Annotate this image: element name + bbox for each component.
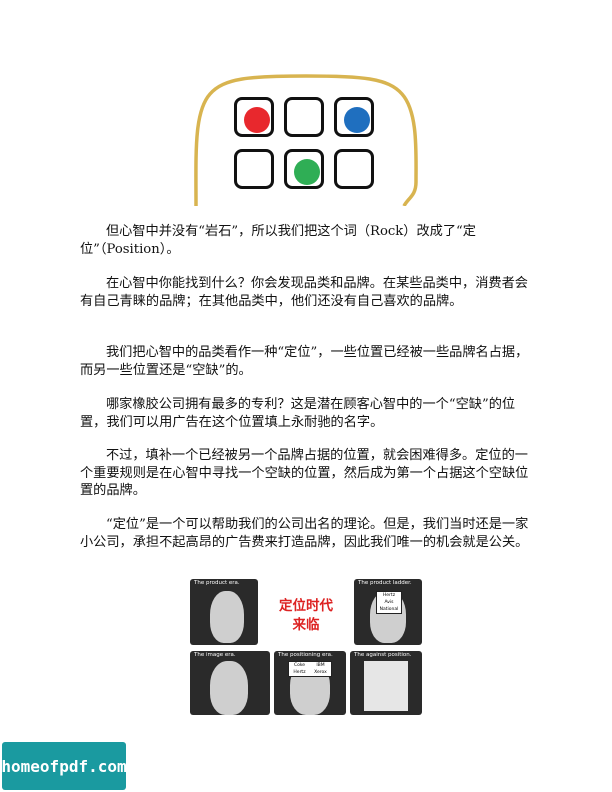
slot-green — [284, 149, 324, 189]
position-slots-grid — [232, 97, 382, 193]
ladder-box: Hertz Avis National — [376, 591, 402, 614]
green-dot — [294, 159, 320, 185]
head-image — [210, 591, 244, 643]
slot-red — [234, 97, 274, 137]
product-era-panel: The product era. — [190, 579, 258, 645]
slot-blue — [334, 97, 374, 137]
head-image — [210, 661, 248, 715]
product-ladder-panel: The product ladder. Hertz Avis National — [354, 579, 422, 645]
slot-empty — [284, 97, 324, 137]
ad-page-image — [364, 661, 408, 711]
slot-empty — [334, 149, 374, 189]
red-dot — [244, 107, 270, 133]
paragraph-1: 但心智中并没有“岩石”，所以我们把这个词（Rock）改成了“定位”（Positi… — [80, 224, 476, 257]
against-position-panel: The against position. — [350, 651, 422, 715]
paragraph-6: “定位”是一个可以帮助我们的公司出名的理论。但是，我们当时还是一家小公司，承担不… — [80, 517, 529, 550]
slot-empty — [234, 149, 274, 189]
positioning-era-collage: The product era. 定位时代 来临 The product lad… — [190, 579, 422, 715]
paragraph-4: 哪家橡胶公司拥有最多的专利？这是潜在顾客心智中的一个“空缺”的位置，我们可以用广… — [80, 397, 516, 430]
watermark-badge: homeofpdf.com — [1, 742, 127, 790]
paragraph-2: 在心智中你能找到什么？你会发现品类和品牌。在某些品类中，消费者会有自己青睐的品牌… — [80, 276, 528, 309]
positioning-era-panel: The positioning era. Coke IBM Hertz Xero… — [274, 651, 346, 715]
positioning-box: Coke IBM Hertz Xerox — [288, 661, 332, 677]
image-era-panel: The image era. — [190, 651, 270, 715]
mind-outline-illustration — [194, 74, 418, 206]
paragraph-5: 不过，填补一个已经被另一个品牌占据的位置，就会困难得多。定位的一个重要规则是在心… — [80, 448, 529, 498]
mind-outline — [194, 74, 418, 206]
collage-center-title: 定位时代 来临 — [279, 598, 333, 633]
blue-dot — [344, 107, 370, 133]
paragraph-3: 我们把心智中的品类看作一种“定位”，一些位置已经被一些品牌名占据，而另一些位置还… — [80, 345, 529, 378]
